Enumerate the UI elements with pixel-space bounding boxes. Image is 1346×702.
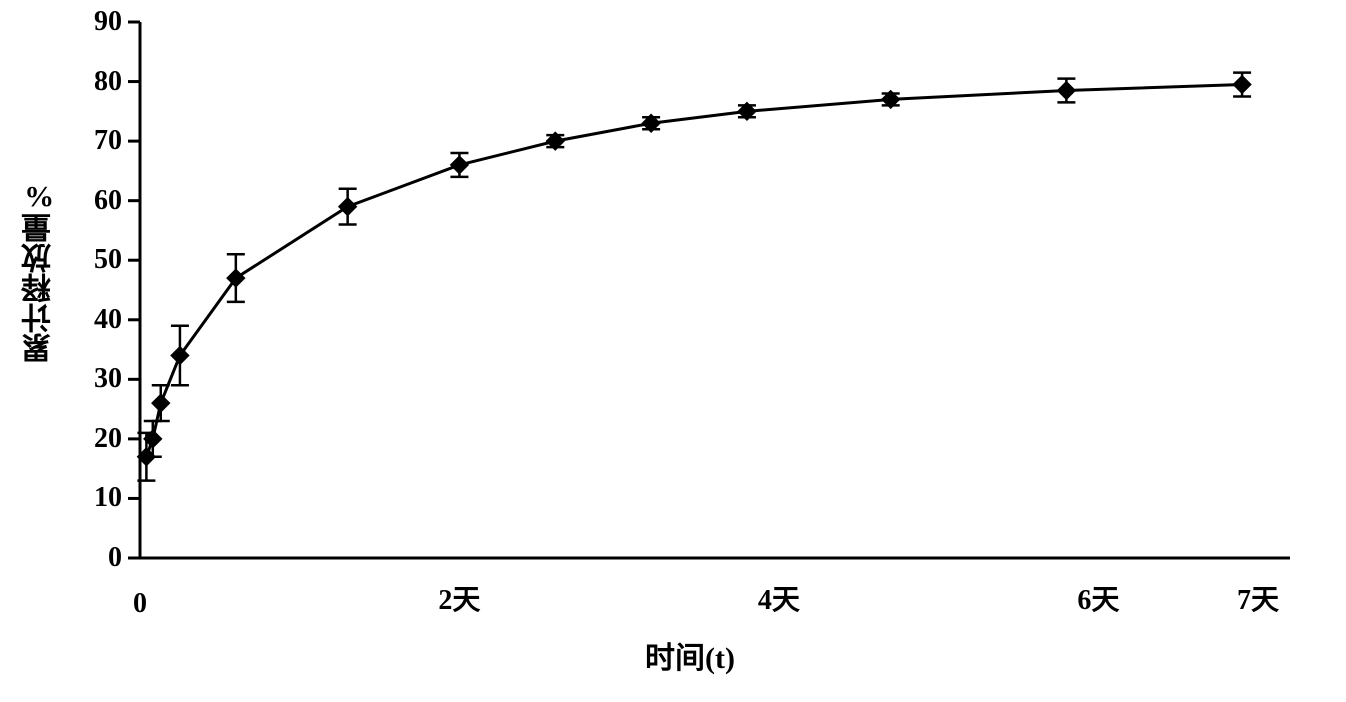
x-tick: 4天 [739,578,819,618]
y-tick: 90 [94,6,122,38]
x-axis-label: 时间(t) [645,633,735,677]
y-tick: 80 [94,66,122,98]
y-tick: 10 [94,482,122,514]
y-tick: 70 [94,125,122,157]
y-axis-label: 累计释放量% [18,180,62,363]
y-tick: 60 [94,185,122,217]
y-tick: 20 [94,423,122,455]
x-tick: 6天 [1058,578,1138,618]
y-tick: 30 [94,363,122,395]
y-tick: 50 [94,244,122,276]
x-tick: 2天 [419,578,499,618]
x-tick: 0 [100,588,180,620]
x-tick: 7天 [1218,578,1298,618]
y-tick: 0 [108,542,122,574]
chart-canvas [0,0,1346,702]
release-chart: 累计释放量% 时间(t) 0 10 20 30 40 50 60 70 80 90 0 2天 4天 6天… [0,0,1346,702]
y-tick: 40 [94,304,122,336]
